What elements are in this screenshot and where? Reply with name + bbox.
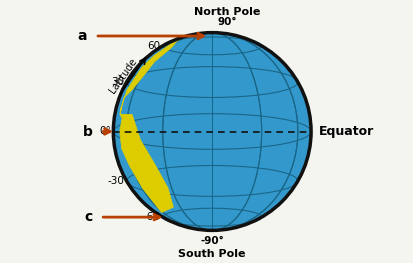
Text: 90°: 90° [217,17,236,27]
Text: South Pole: South Pole [178,249,245,259]
Text: a: a [78,29,87,43]
Text: c: c [84,210,92,224]
Circle shape [113,33,310,230]
Text: b: b [83,124,92,139]
Text: -90°: -90° [200,236,223,246]
Text: 0°: 0° [99,127,110,136]
Text: Latitude: Latitude [107,57,138,95]
Polygon shape [119,114,173,213]
Text: -60: -60 [143,212,160,222]
Text: North Pole: North Pole [193,7,260,17]
Text: Equator: Equator [318,125,373,138]
Text: -30: -30 [107,176,123,186]
Text: 60: 60 [147,41,160,51]
Polygon shape [120,108,123,118]
Text: 30: 30 [111,77,123,87]
Polygon shape [120,39,180,114]
